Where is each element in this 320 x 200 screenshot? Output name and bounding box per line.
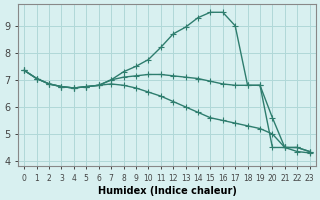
X-axis label: Humidex (Indice chaleur): Humidex (Indice chaleur) xyxy=(98,186,236,196)
